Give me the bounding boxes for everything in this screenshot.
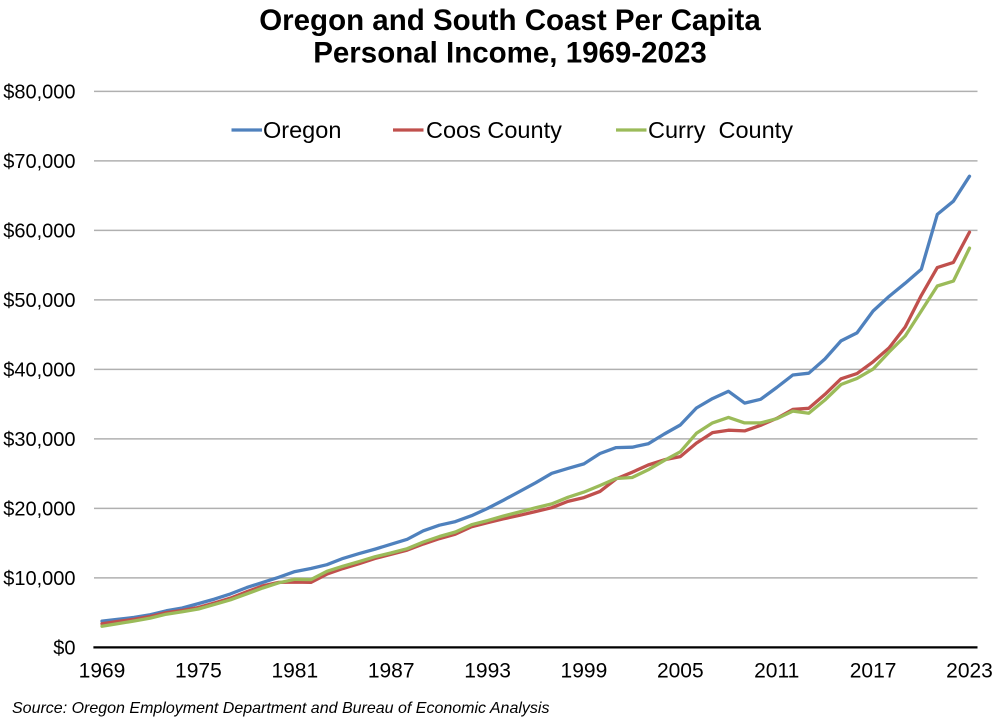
svg-text:1987: 1987 <box>368 659 415 682</box>
svg-text:2023: 2023 <box>946 659 993 682</box>
svg-text:1975: 1975 <box>175 659 222 682</box>
svg-text:$60,000: $60,000 <box>3 221 75 243</box>
svg-text:Personal Income, 1969-2023: Personal Income, 1969-2023 <box>313 37 707 70</box>
svg-text:Oregon: Oregon <box>263 117 341 143</box>
svg-text:$80,000: $80,000 <box>3 82 75 104</box>
svg-text:$40,000: $40,000 <box>3 360 75 382</box>
svg-text:1993: 1993 <box>464 659 511 682</box>
svg-text:Source: Oregon Employment Depa: Source: Oregon Employment Department and… <box>12 700 549 717</box>
svg-text:1981: 1981 <box>271 659 318 682</box>
svg-text:$0: $0 <box>53 638 75 660</box>
svg-text:Curry County: Curry County <box>648 117 793 143</box>
svg-text:2017: 2017 <box>850 659 897 682</box>
svg-text:$50,000: $50,000 <box>3 290 75 312</box>
svg-text:$20,000: $20,000 <box>3 499 75 521</box>
svg-text:2011: 2011 <box>754 659 799 682</box>
svg-text:Coos County: Coos County <box>426 117 562 143</box>
svg-text:$30,000: $30,000 <box>3 429 75 451</box>
svg-text:Oregon and South Coast Per Cap: Oregon and South Coast Per Capita <box>259 4 761 37</box>
svg-text:1969: 1969 <box>79 659 126 682</box>
svg-text:$70,000: $70,000 <box>3 151 75 173</box>
svg-text:1999: 1999 <box>561 659 608 682</box>
svg-text:$10,000: $10,000 <box>3 568 75 590</box>
svg-text:2005: 2005 <box>657 659 704 682</box>
